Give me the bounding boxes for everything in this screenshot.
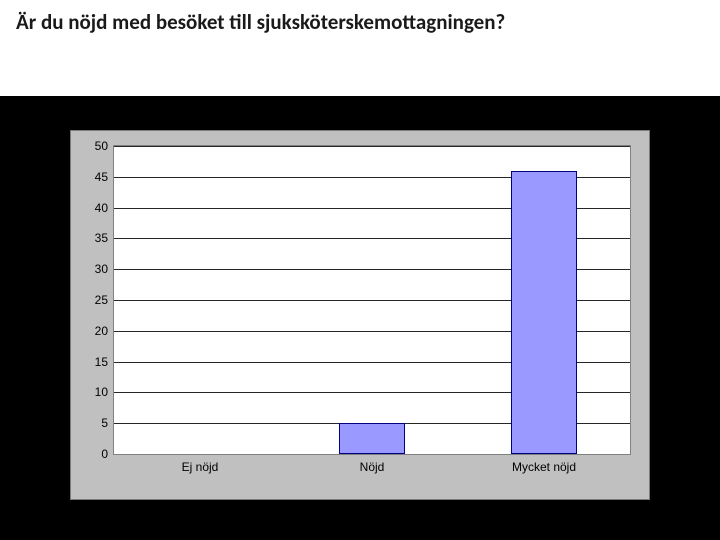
y-tick-label: 25 <box>95 293 108 307</box>
bar <box>339 423 404 454</box>
y-tick-label: 5 <box>101 416 108 430</box>
y-tick-label: 0 <box>101 447 108 461</box>
y-tick-label: 20 <box>95 324 108 338</box>
y-tick-label: 35 <box>95 231 108 245</box>
y-tick-label: 15 <box>95 355 108 369</box>
x-tick-label: Nöjd <box>360 460 385 474</box>
y-tick-label: 10 <box>95 385 108 399</box>
plot-area: 05101520253035404550Ej nöjdNöjdMycket nö… <box>113 145 631 455</box>
chart-container: 0 5 10 15 20 25 30 35 40 45 50 Ej nöjd Nöjd Mycket nö… <box>70 130 650 500</box>
y-tick-label: 50 <box>95 139 108 153</box>
x-tick-label: Ej nöjd <box>182 460 219 474</box>
bar <box>511 171 576 454</box>
y-tick-label: 40 <box>95 201 108 215</box>
x-tick-label: Mycket nöjd <box>512 460 576 474</box>
y-tick-label: 45 <box>95 170 108 184</box>
slide: Är du nöjd med besöket till sjukskötersk… <box>0 0 720 540</box>
title-bar: Är du nöjd med besöket till sjukskötersk… <box>0 0 720 96</box>
y-tick-label: 30 <box>95 262 108 276</box>
slide-title: Är du nöjd med besöket till sjukskötersk… <box>16 10 505 35</box>
gridline <box>114 146 630 147</box>
